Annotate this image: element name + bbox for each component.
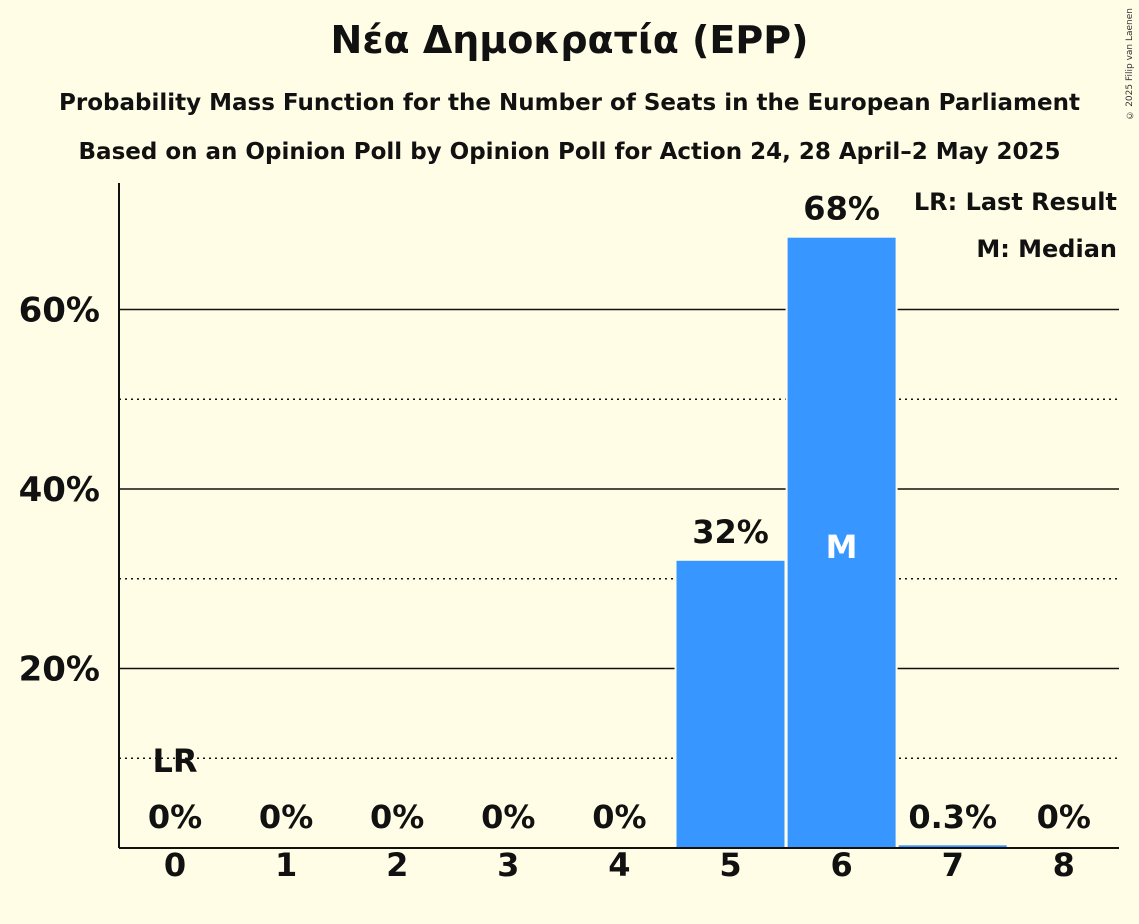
value-label: 0% xyxy=(481,798,535,836)
legend: LR: Last Result M: Median xyxy=(914,188,1117,263)
y-tick-label: 20% xyxy=(19,650,100,690)
x-tick-label: 0 xyxy=(164,846,186,884)
value-label: 0% xyxy=(370,798,424,836)
value-label: 0.3% xyxy=(908,798,997,836)
y-tick-label: 60% xyxy=(19,291,100,331)
labels: 20%40%60%0%00%10%20%30%432%568%60.3%70%8… xyxy=(19,190,1091,884)
bar xyxy=(898,845,1007,848)
x-tick-label: 7 xyxy=(942,846,964,884)
x-tick-label: 3 xyxy=(497,846,519,884)
chart-title: Νέα Δημοκρατία (EPP) xyxy=(330,18,809,62)
chart-subtitle-line1: Probability Mass Function for the Number… xyxy=(59,90,1080,116)
value-label: 0% xyxy=(592,798,646,836)
x-tick-label: 8 xyxy=(1053,846,1075,884)
last-result-marker: LR xyxy=(152,742,197,780)
value-label: 32% xyxy=(692,513,769,551)
x-tick-label: 6 xyxy=(830,846,852,884)
gridlines xyxy=(119,308,1119,759)
bar xyxy=(676,560,785,848)
median-marker: M xyxy=(826,528,858,566)
legend-median: M: Median xyxy=(976,235,1117,263)
value-label: 0% xyxy=(259,798,313,836)
value-label: 0% xyxy=(148,798,202,836)
bars xyxy=(674,237,1009,848)
x-tick-label: 1 xyxy=(275,846,297,884)
y-tick-label: 40% xyxy=(19,470,100,510)
x-tick-label: 2 xyxy=(386,846,408,884)
x-tick-label: 5 xyxy=(719,846,741,884)
bar xyxy=(787,237,896,848)
chart-subtitle-line2: Based on an Opinion Poll by Opinion Poll… xyxy=(78,139,1061,165)
value-label: 68% xyxy=(803,190,880,228)
x-tick-label: 4 xyxy=(608,846,630,884)
axes xyxy=(118,183,1119,849)
legend-last-result: LR: Last Result xyxy=(914,188,1117,216)
value-label: 0% xyxy=(1037,798,1091,836)
